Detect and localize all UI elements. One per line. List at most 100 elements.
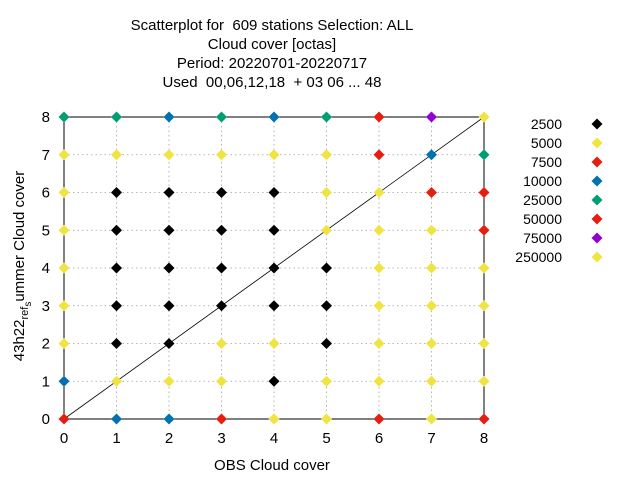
data-point	[58, 413, 70, 425]
y-tick-label: 8	[42, 109, 50, 126]
data-point	[111, 149, 122, 161]
data-point	[163, 187, 175, 198]
data-point	[268, 262, 280, 274]
x-tick-label: 8	[480, 430, 488, 447]
data-point	[426, 187, 437, 198]
data-point	[163, 375, 175, 387]
data-point	[321, 262, 332, 274]
legend-label: 2500	[531, 116, 562, 132]
data-point	[268, 413, 280, 425]
title-line-2: Cloud cover [octas]	[207, 36, 337, 53]
legend-label: 5000	[531, 135, 562, 151]
legend-marker	[591, 156, 603, 168]
grid-lines	[64, 117, 484, 419]
data-point	[216, 149, 227, 161]
data-point	[321, 375, 332, 387]
data-point	[321, 413, 332, 425]
legend-marker	[591, 137, 603, 149]
data-point	[426, 338, 437, 349]
data-point	[426, 111, 437, 123]
data-point	[478, 338, 490, 349]
data-point	[321, 149, 332, 161]
data-point	[373, 300, 385, 312]
data-point	[478, 149, 490, 161]
data-point	[373, 187, 385, 198]
title-line-4: Used 00,06,12,18 + 03 06 ... 48	[162, 74, 382, 91]
data-point	[111, 111, 122, 123]
x-tick-label: 2	[165, 430, 173, 447]
x-tick-label: 4	[270, 430, 278, 447]
data-point	[111, 375, 122, 387]
legend-marker	[591, 251, 603, 263]
data-point	[58, 300, 70, 312]
data-point	[216, 300, 227, 312]
data-point	[268, 149, 280, 161]
y-tick-label: 5	[42, 222, 50, 239]
y-axis-label-sub2: s	[23, 302, 34, 307]
data-point	[426, 375, 437, 387]
data-point	[111, 413, 122, 425]
y-axis-label-main: 43h22	[11, 320, 28, 362]
data-point	[426, 224, 437, 236]
legend-marker	[591, 213, 603, 225]
data-point	[163, 413, 175, 425]
tick-labels: 0 1 2 3 4 5 6 7 8 0 1 2 3 4 5 6 7 8	[42, 109, 489, 447]
x-tick-label: 3	[217, 430, 225, 447]
y-tick-label: 4	[42, 260, 50, 277]
data-point	[478, 413, 490, 425]
x-tick-label: 5	[322, 430, 330, 447]
data-point	[58, 375, 70, 387]
data-point	[478, 187, 490, 198]
title-line-1: Scatterplot for 609 stations Selection: …	[130, 17, 414, 34]
data-point	[58, 224, 70, 236]
legend: 2500 5000 7500 10000 25000 50000 75000 250000	[515, 116, 603, 265]
data-point	[58, 149, 70, 161]
y-tick-label: 6	[42, 185, 50, 202]
data-point	[426, 300, 437, 312]
data-point	[268, 375, 280, 387]
data-point	[216, 187, 227, 198]
data-point	[111, 187, 122, 198]
data-point	[163, 338, 175, 349]
data-point	[163, 149, 175, 161]
legend-marker	[591, 118, 603, 130]
data-point	[216, 224, 227, 236]
data-point	[111, 262, 122, 274]
legend-label: 250000	[515, 249, 562, 265]
data-point	[216, 262, 227, 274]
data-point	[478, 262, 490, 274]
data-point	[373, 224, 385, 236]
legend-label: 10000	[523, 173, 562, 189]
data-point	[321, 224, 332, 236]
data-point	[321, 338, 332, 349]
data-point	[373, 375, 385, 387]
y-tick-label: 1	[42, 373, 50, 390]
data-point	[111, 300, 122, 312]
y-tick-label: 7	[42, 147, 50, 164]
y-tick-label: 3	[42, 298, 50, 315]
data-point	[321, 300, 332, 312]
data-point	[373, 262, 385, 274]
data-point	[478, 300, 490, 312]
y-axis-label: 43h22refsummer Cloud cover	[11, 171, 34, 361]
data-point	[58, 111, 70, 123]
data-point	[321, 187, 332, 198]
data-point	[478, 224, 490, 236]
chart-title: Scatterplot for 609 stations Selection: …	[60, 16, 484, 92]
data-point	[373, 111, 385, 123]
data-point	[478, 375, 490, 387]
data-point	[426, 413, 437, 425]
data-point	[268, 338, 280, 349]
legend-marker	[591, 194, 603, 206]
data-point	[373, 338, 385, 349]
data-point	[111, 224, 122, 236]
data-point	[426, 149, 437, 161]
data-point	[268, 187, 280, 198]
data-point	[321, 111, 332, 123]
legend-label: 50000	[523, 211, 562, 227]
data-point	[478, 111, 490, 123]
x-tick-label: 7	[427, 430, 435, 447]
x-tick-label: 0	[60, 430, 68, 447]
data-point	[268, 300, 280, 312]
